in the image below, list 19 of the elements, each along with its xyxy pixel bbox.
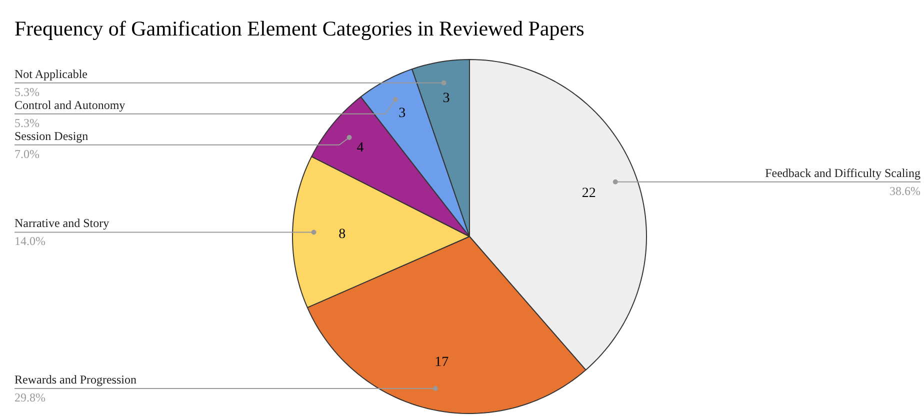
text: 7.0% [14, 146, 40, 161]
data-label: 3 [398, 106, 406, 121]
data-label: 17 [434, 354, 449, 370]
data-label: 3 [442, 90, 450, 106]
slice-label: Not Applicable [14, 66, 88, 81]
slice-label: Narrative and Story [14, 216, 110, 230]
slice-label: Session Design [14, 128, 88, 143]
text: 5.3% [14, 84, 40, 99]
slice-label: Feedback and Difficulty Scaling [765, 166, 921, 180]
slice-label: Control and Autonomy [14, 98, 126, 112]
data-label: 4 [356, 140, 364, 156]
data-label: 22 [582, 186, 596, 201]
slice-label: Rewards and Progression [14, 372, 136, 386]
text: 29.8% [14, 390, 46, 404]
text: 5.3% [14, 116, 40, 130]
data-label: 8 [338, 226, 346, 242]
text: 14.0% [14, 234, 46, 248]
text: 38.6% [890, 184, 921, 198]
chart-title: Frequency of Gamification Element Categories in Reviewed Papers [14, 16, 584, 40]
